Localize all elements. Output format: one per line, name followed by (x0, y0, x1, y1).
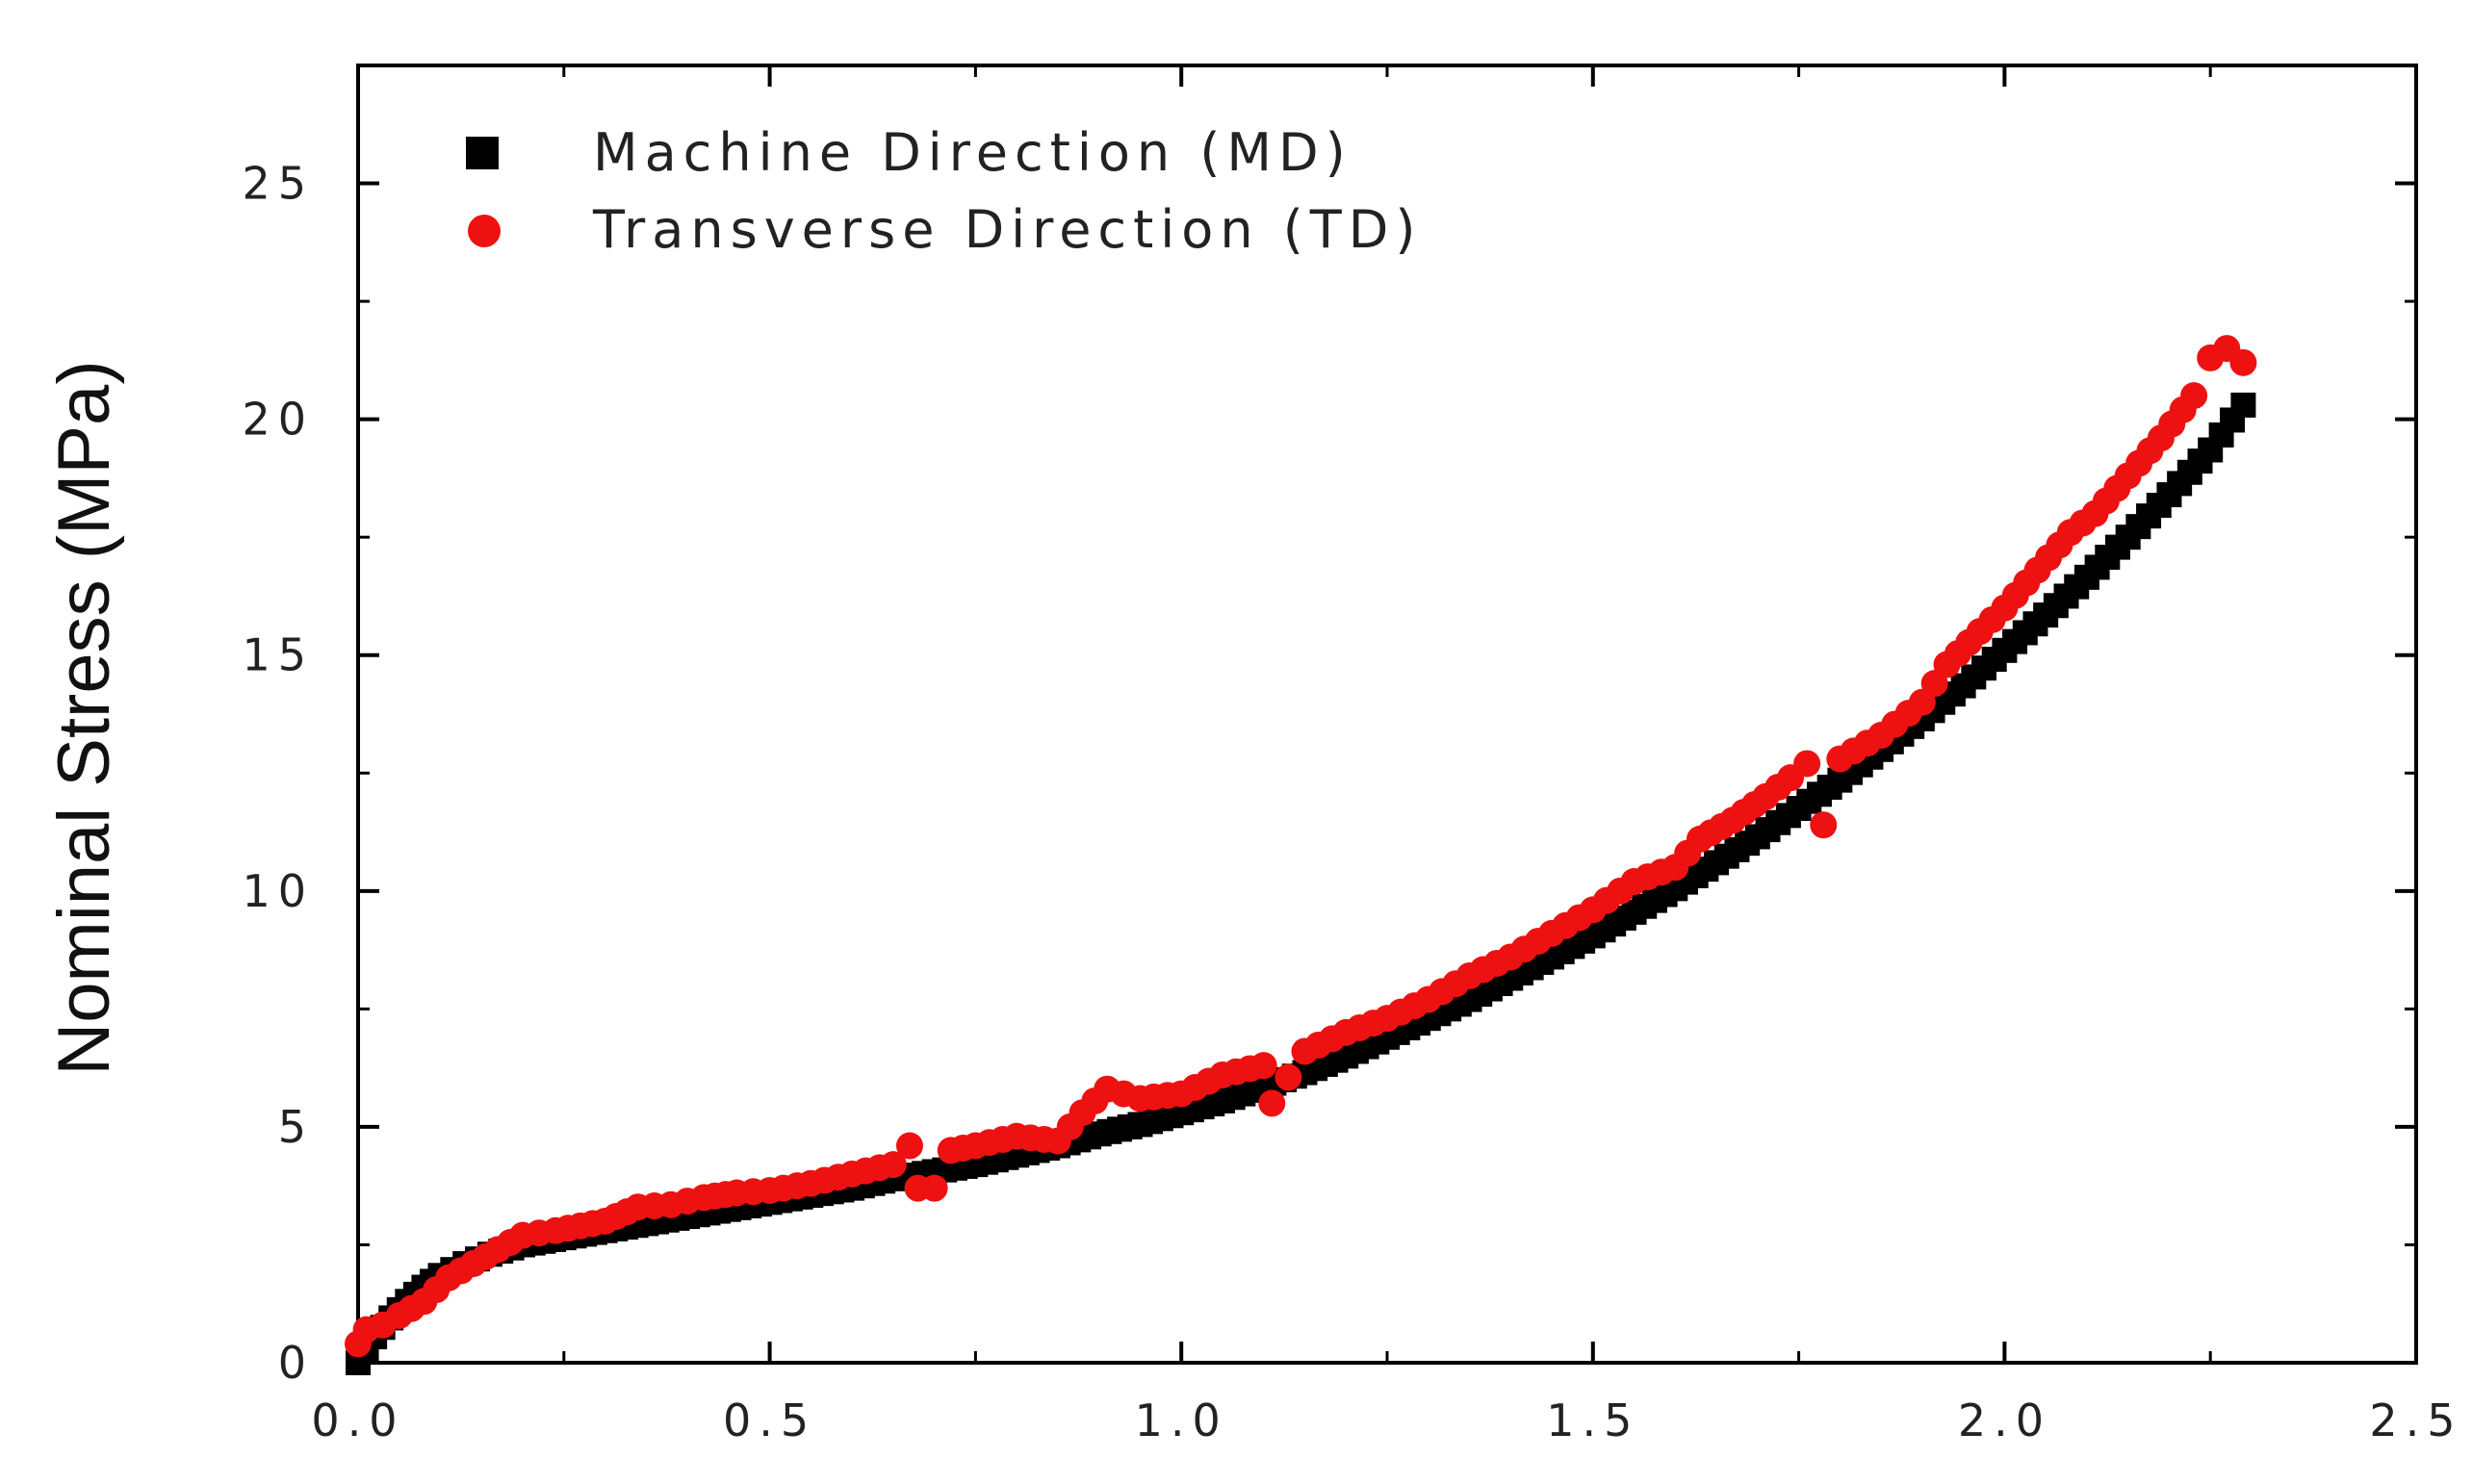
td-data-point (1793, 750, 1821, 778)
y-tick-label: 5 (278, 1101, 314, 1153)
plot-frame (356, 64, 2418, 1365)
legend-td-marker (468, 215, 501, 247)
y-axis-label: Nominal Stress (MPa) (43, 360, 125, 1075)
td-data-point (1249, 1052, 1277, 1080)
x-tick-label: 1.5 (1546, 1394, 1639, 1446)
axis-ticks (356, 65, 2418, 1365)
x-tick-label: 0.0 (311, 1394, 404, 1446)
series-td (345, 335, 2257, 1358)
tick-labels: 0.0 0.5 1.0 1.5 2.0 2.5 0 5 10 15 20 25 (242, 158, 2462, 1446)
md-data-point (2230, 392, 2256, 418)
series-md (346, 392, 2256, 1375)
x-tick-label: 2.5 (2369, 1394, 2462, 1446)
td-data-point (920, 1174, 948, 1202)
td-data-point (895, 1132, 923, 1160)
y-tick-label: 15 (242, 629, 314, 681)
y-tick-label: 0 (278, 1337, 314, 1389)
y-tick-label: 10 (242, 865, 314, 917)
td-data-point (2229, 348, 2257, 376)
legend-td-label: Transverse Direction (TD) (592, 199, 1422, 260)
legend: Machine Direction (MD) Transverse Direct… (466, 122, 1422, 260)
legend-md-marker (466, 137, 499, 169)
x-tick-label: 1.0 (1135, 1394, 1228, 1446)
x-tick-label: 2.0 (1958, 1394, 2051, 1446)
td-data-point (2180, 382, 2208, 410)
plot-area-border (356, 64, 2418, 1365)
td-data-point (879, 1151, 907, 1179)
y-tick-label: 25 (242, 158, 314, 210)
td-data-point (1810, 811, 1838, 839)
y-tick-label: 20 (242, 394, 314, 446)
legend-md-label: Machine Direction (MD) (593, 122, 1352, 183)
td-data-point (1275, 1063, 1302, 1091)
td-data-point (1258, 1089, 1286, 1117)
x-tick-label: 0.5 (723, 1394, 816, 1446)
